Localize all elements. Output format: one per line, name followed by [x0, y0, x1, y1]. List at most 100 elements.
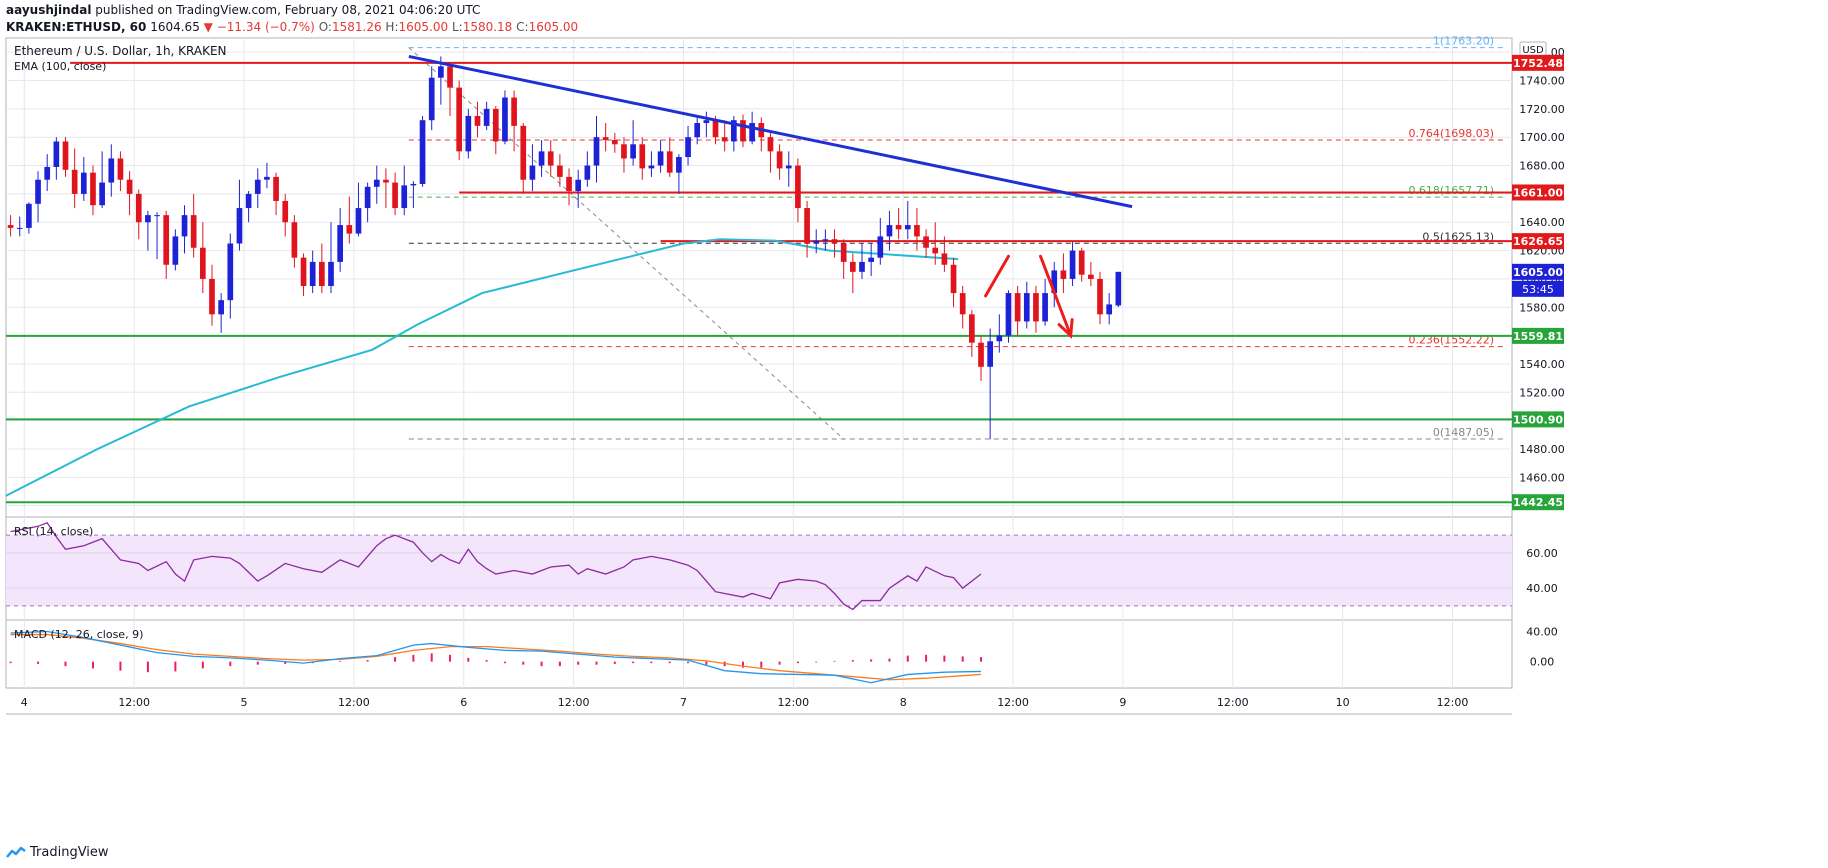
candle-body [630, 144, 636, 159]
candle-body [199, 247, 206, 279]
candle-body [639, 144, 646, 169]
candle-body [959, 293, 966, 315]
tradingview-footer[interactable]: TradingView [6, 841, 109, 863]
candle-body [950, 264, 957, 294]
time-tick-label: 7 [680, 696, 687, 709]
price-tick-label: 1520.00 [1519, 386, 1565, 399]
candle-body [428, 77, 435, 121]
candle-body [483, 108, 490, 126]
ema-legend: EMA (100, close) [14, 60, 106, 73]
high-label: H: [385, 20, 399, 34]
candle-body [575, 179, 582, 192]
candle-body [584, 165, 591, 180]
candle-body [364, 186, 371, 209]
level-price-tag [1512, 327, 1564, 344]
candle-body [703, 120, 710, 124]
open-label: O: [318, 20, 332, 34]
fib-level-label: 0.764(1698.03) [1408, 127, 1494, 140]
candle-body [840, 243, 847, 262]
level-price-label: 1626.65 [1513, 235, 1563, 248]
candle-body [492, 108, 499, 142]
fib-diagonal-line [408, 47, 845, 440]
candle-body [886, 225, 893, 237]
macd-tick-label: 0.00 [1530, 656, 1555, 669]
candle-body [44, 166, 51, 180]
macd-line [10, 630, 982, 684]
level-price-tag [1512, 54, 1564, 71]
candle-body [16, 227, 23, 229]
candle-body [969, 314, 975, 343]
macd-signal-line [10, 633, 982, 681]
symbol-label[interactable]: KRAKEN:ETHUSD, 60 [6, 20, 147, 34]
candle-body [309, 261, 316, 287]
projection-arrow [1039, 254, 1073, 338]
candle-body [914, 225, 920, 237]
candle-body [236, 208, 243, 244]
rsi-line [10, 521, 982, 611]
candle-body [1106, 304, 1113, 315]
candle-body [419, 120, 426, 184]
candle-body [593, 137, 600, 166]
candle-body [1060, 270, 1067, 279]
price-tick-label: 1540.00 [1519, 358, 1565, 371]
price-change: −11.34 (−0.7%) [216, 20, 315, 34]
candle-body [657, 151, 664, 166]
open-value: 1581.26 [331, 20, 382, 34]
macd-pane-border [5, 619, 1513, 689]
candle-body [346, 225, 353, 234]
change-arrow-icon: ▼ [203, 20, 213, 34]
candle-body [80, 172, 87, 194]
candle-body [71, 169, 78, 194]
tradingview-brand: TradingView [30, 844, 109, 860]
price-tick-label: 1460.00 [1519, 471, 1565, 484]
projection-arrowhead [1057, 318, 1074, 339]
candle-body [785, 165, 792, 169]
candle-body [172, 236, 179, 265]
close-value: 1605.00 [528, 20, 579, 34]
time-tick-label: 12:00 [558, 696, 590, 709]
rsi-tick-label: 60.00 [1526, 547, 1558, 560]
candle-body [868, 257, 874, 262]
price-tick-label: 1580.00 [1519, 301, 1565, 314]
candle-body [676, 157, 682, 173]
close-label: C: [516, 20, 529, 34]
candle-body [410, 183, 417, 186]
rsi-legend: RSI (14, close) [14, 525, 93, 538]
candle-body [529, 165, 536, 180]
candle-body [1078, 250, 1085, 275]
candle-body [181, 215, 188, 237]
candle-body [218, 300, 224, 315]
low-value: 1580.18 [462, 20, 513, 34]
candle-body [721, 137, 728, 142]
fib-level-label: 0.5(1625.13) [1422, 230, 1494, 243]
candle-body [7, 225, 14, 228]
candle-body [566, 176, 572, 192]
descending-trendline [408, 54, 1133, 209]
price-tick-label: 1640.00 [1519, 216, 1565, 229]
candle-body [319, 261, 325, 287]
candle-body [1115, 271, 1122, 306]
candle-body [923, 236, 929, 248]
candle-body [749, 123, 755, 142]
candle-body [1023, 293, 1030, 322]
level-price-label: 1752.48 [1513, 57, 1563, 70]
rsi-tick-label: 40.00 [1526, 582, 1558, 595]
fib-level-label: 1(1763.20) [1433, 35, 1494, 48]
high-value: 1605.00 [398, 20, 449, 34]
candle-body [392, 182, 398, 209]
candle-body [154, 215, 160, 217]
candle-body [987, 341, 994, 367]
candle-body [99, 182, 105, 206]
candle-body [373, 179, 380, 187]
candle-body [557, 165, 563, 177]
candle-body [1088, 274, 1094, 279]
countdown-tag [1512, 280, 1564, 297]
candle-body [895, 225, 902, 230]
time-tick-label: 12:00 [118, 696, 150, 709]
candle-body [53, 141, 60, 167]
candle-body [813, 240, 820, 244]
candle-body [520, 125, 527, 180]
candle-body [611, 140, 618, 145]
author-name[interactable]: aayushjindal [6, 3, 92, 17]
